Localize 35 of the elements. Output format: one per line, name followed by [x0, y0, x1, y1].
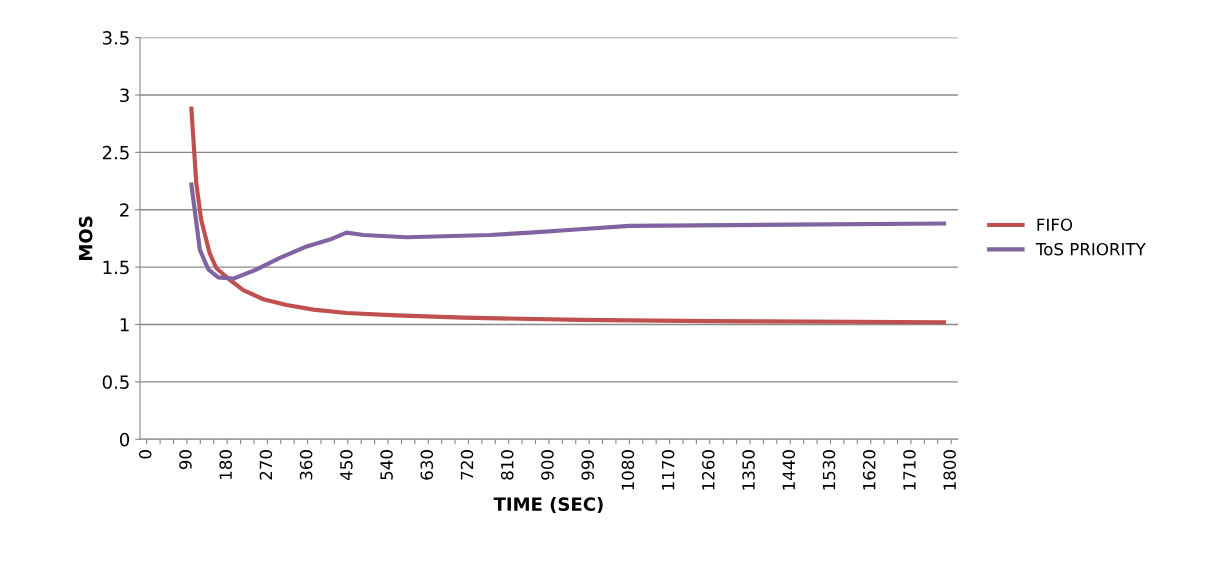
x-tick-label: 540	[380, 450, 393, 480]
x-tick-label: 1170	[661, 450, 675, 490]
y-tick-label: 2	[120, 203, 129, 217]
y-tick-label: 0.5	[102, 375, 129, 390]
x-tick-label: 90	[179, 450, 192, 470]
x-tick-label: 1440	[782, 450, 796, 490]
x-tick-label: 990	[581, 450, 594, 480]
x-tick-label: 1260	[702, 450, 715, 490]
legend-label: FIFO	[1037, 218, 1073, 232]
x-tick-label: 450	[340, 450, 353, 480]
y-tick-label: 3.5	[102, 31, 129, 45]
x-tick-label: 360	[299, 450, 313, 480]
y-tick-label: 2.5	[102, 145, 129, 160]
x-tick-label: 1350	[742, 450, 755, 490]
legend-label: ToS PRIORITY	[1035, 242, 1146, 256]
y-tick-label: 1	[120, 318, 129, 332]
x-tick-label: 1620	[862, 450, 876, 490]
y-axis-title: MOS	[78, 216, 93, 260]
line-series	[189, 182, 947, 281]
x-tick-label: 1800	[943, 450, 956, 490]
line-series	[189, 106, 947, 325]
x-tick-label: 630	[420, 450, 434, 480]
x-tick-label: 810	[500, 450, 514, 480]
x-tick-label: 720	[460, 450, 474, 480]
y-tick-label: 3	[120, 88, 129, 103]
x-tick-label: 1080	[621, 450, 635, 490]
x-tick-label: 0	[138, 450, 152, 459]
x-axis-title: TIME (SEC)	[493, 496, 603, 514]
y-tick-label: 1.5	[103, 260, 129, 275]
x-tick-label: 180	[219, 450, 232, 479]
x-tick-label: 1530	[822, 450, 836, 490]
x-tick-label: 1710	[903, 450, 916, 490]
y-tick-label: 0	[119, 432, 130, 447]
x-tick-label: 900	[541, 450, 554, 480]
x-tick-label: 270	[259, 450, 273, 480]
